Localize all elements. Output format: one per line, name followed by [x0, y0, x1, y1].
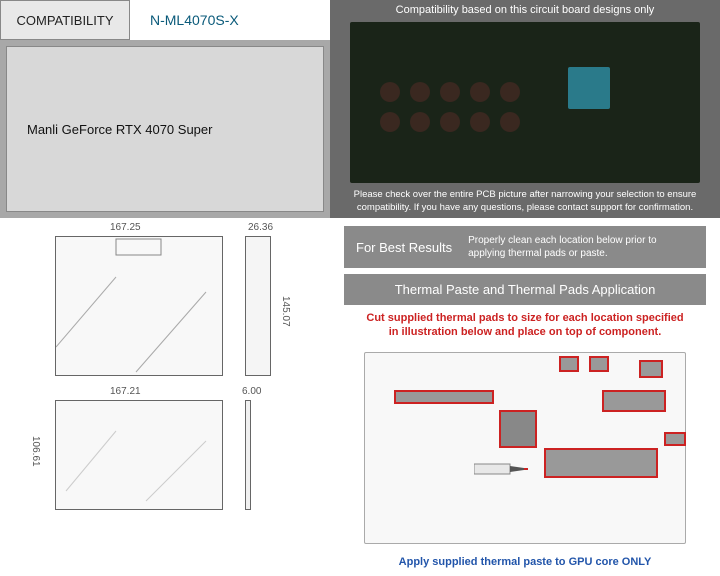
dim-side-width: 26.36 — [248, 222, 273, 233]
pcb-photo — [350, 22, 700, 183]
model-code: N-ML4070S-X — [130, 0, 330, 40]
pcb-reference-panel: Compatibility based on this circuit boar… — [330, 0, 720, 218]
thermal-section-title: Thermal Paste and Thermal Pads Applicati… — [344, 274, 706, 305]
thermal-pad — [559, 356, 579, 372]
dim-top-height: 145.07 — [280, 296, 291, 327]
dimensions-panel: 167.25 26.36 145.07 167.21 6.00 106.6 — [0, 218, 330, 576]
thermal-pad — [589, 356, 609, 372]
thermal-pad — [394, 390, 494, 404]
thermal-diagram — [344, 348, 706, 548]
thermal-blue-instruction: Apply supplied thermal paste to GPU core… — [344, 556, 706, 568]
block-top-view — [55, 236, 223, 376]
dim-top-width: 167.25 — [110, 222, 141, 233]
thermal-panel: For Best Results Properly clean each loc… — [330, 218, 720, 576]
block-side-view — [245, 236, 271, 376]
best-results-text: Properly clean each location below prior… — [468, 234, 694, 260]
gpu-core-location — [499, 410, 537, 448]
thermal-pad — [544, 448, 658, 478]
thermal-pad — [639, 360, 663, 378]
paste-tube-icon — [474, 460, 528, 478]
gpu-name: Manli GeForce RTX 4070 Super — [6, 46, 324, 212]
thermal-red-instruction: Cut supplied thermal pads to size for ea… — [344, 311, 706, 340]
best-results-bar: For Best Results Properly clean each loc… — [344, 226, 706, 268]
compatibility-panel: COMPATIBILITY N-ML4070S-X Manli GeForce … — [0, 0, 330, 218]
block-back-view — [55, 400, 223, 510]
pcb-footer-text: Please check over the entire PCB picture… — [330, 185, 720, 218]
best-results-label: For Best Results — [356, 240, 452, 255]
thermal-pad — [602, 390, 666, 412]
compatibility-label: COMPATIBILITY — [0, 0, 130, 40]
dim-back-width: 167.21 — [110, 386, 141, 397]
pcb-header-text: Compatibility based on this circuit boar… — [330, 0, 720, 20]
dim-back-side-width: 6.00 — [242, 386, 261, 397]
block-back-side-view — [245, 400, 251, 510]
dim-back-height: 106.61 — [30, 436, 41, 467]
thermal-pad — [664, 432, 686, 446]
